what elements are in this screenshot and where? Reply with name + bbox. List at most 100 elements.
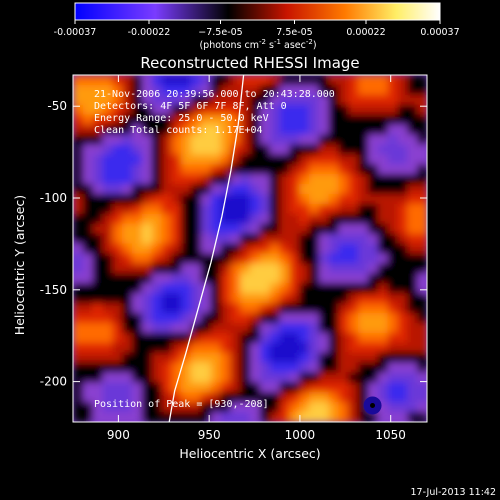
heatmap-cell bbox=[191, 75, 202, 86]
heatmap-cell bbox=[348, 342, 359, 354]
heatmap-cell bbox=[318, 203, 330, 215]
heatmap-cell bbox=[141, 382, 153, 393]
heatmap-cell bbox=[122, 322, 133, 334]
heatmap-cell bbox=[230, 164, 241, 175]
heatmap-cell bbox=[200, 193, 212, 205]
heatmap-cell bbox=[279, 342, 290, 354]
heatmap-cell bbox=[210, 372, 222, 383]
heatmap-cell bbox=[230, 273, 241, 284]
heatmap-cell bbox=[82, 154, 94, 165]
heatmap-cell bbox=[73, 273, 84, 284]
heatmap-cell bbox=[141, 243, 153, 255]
heatmap-cell bbox=[151, 402, 163, 413]
heatmap-cell bbox=[299, 263, 310, 274]
heatmap-cell bbox=[102, 184, 113, 195]
heatmap-cell bbox=[82, 184, 94, 195]
heatmap-cell bbox=[112, 362, 123, 374]
heatmap-cell bbox=[348, 124, 359, 136]
heatmap-cell bbox=[210, 184, 222, 195]
heatmap-cell bbox=[328, 273, 340, 284]
heatmap-cell bbox=[210, 134, 222, 145]
heatmap-cell bbox=[82, 114, 94, 126]
heatmap-cell bbox=[338, 332, 349, 344]
heatmap-cell bbox=[82, 312, 94, 324]
heatmap-cell bbox=[348, 362, 359, 374]
heatmap-cell bbox=[161, 312, 172, 324]
heatmap-cell bbox=[151, 362, 163, 374]
heatmap-cell bbox=[407, 114, 418, 126]
heatmap-cell bbox=[377, 144, 389, 155]
heatmap-cell bbox=[181, 104, 192, 116]
heatmap-cell bbox=[259, 203, 271, 215]
heatmap-cell bbox=[279, 273, 290, 284]
heatmap-cell bbox=[171, 283, 182, 294]
heatmap-cell bbox=[112, 84, 123, 96]
heatmap-cell bbox=[250, 233, 261, 245]
heatmap-cell bbox=[161, 283, 172, 294]
heatmap-cell bbox=[92, 114, 104, 126]
heatmap-cell bbox=[220, 114, 231, 126]
heatmap-cell bbox=[397, 213, 408, 225]
heatmap-cell bbox=[328, 223, 340, 235]
heatmap-cell bbox=[210, 94, 222, 106]
heatmap-cell bbox=[92, 372, 104, 383]
heatmap-cell bbox=[73, 193, 84, 205]
heatmap-cell bbox=[377, 253, 389, 264]
heatmap-cell bbox=[112, 402, 123, 413]
heatmap-cell bbox=[417, 303, 427, 314]
heatmap-cell bbox=[250, 134, 261, 145]
heatmap-cell bbox=[279, 382, 290, 393]
heatmap-cell bbox=[102, 263, 113, 274]
heatmap-cell bbox=[112, 322, 123, 334]
heatmap-cell bbox=[377, 243, 389, 255]
heatmap-cell bbox=[328, 114, 340, 126]
heatmap-cell bbox=[387, 402, 399, 413]
heatmap-cell bbox=[377, 184, 389, 195]
heatmap-cell bbox=[250, 273, 261, 284]
heatmap-cell bbox=[151, 94, 163, 106]
heatmap-cell bbox=[368, 243, 379, 255]
heatmap-cell bbox=[417, 342, 427, 354]
heatmap-cell bbox=[161, 233, 172, 245]
heatmap-cell bbox=[289, 352, 300, 364]
heatmap-cell bbox=[269, 164, 281, 175]
heatmap-cell bbox=[82, 332, 94, 344]
x-tick-label: 950 bbox=[198, 428, 221, 442]
heatmap-cell bbox=[151, 174, 163, 185]
heatmap-cell bbox=[338, 283, 349, 294]
heatmap-cell bbox=[328, 402, 340, 413]
heatmap-cell bbox=[338, 253, 349, 264]
heatmap-cell bbox=[102, 332, 113, 344]
heatmap-cell bbox=[299, 293, 310, 304]
heatmap-cell bbox=[417, 243, 427, 255]
heatmap-cell bbox=[82, 392, 94, 403]
heatmap-cell bbox=[328, 392, 340, 403]
heatmap-cell bbox=[338, 402, 349, 413]
heatmap-cell bbox=[299, 412, 310, 422]
heatmap-cell bbox=[269, 352, 281, 364]
heatmap-cell bbox=[132, 184, 143, 195]
heatmap-cell bbox=[387, 392, 399, 403]
heatmap-cell bbox=[250, 114, 261, 126]
heatmap-cell bbox=[289, 402, 300, 413]
heatmap-cell bbox=[407, 213, 418, 225]
heatmap-cell bbox=[220, 293, 231, 304]
heatmap-cell bbox=[141, 322, 153, 334]
heatmap-cell bbox=[181, 392, 192, 403]
heatmap-cell bbox=[73, 263, 84, 274]
heatmap-cell bbox=[318, 322, 330, 334]
heatmap-cell bbox=[309, 253, 320, 264]
heatmap-cell bbox=[73, 322, 84, 334]
heatmap-cell bbox=[161, 213, 172, 225]
heatmap-cell bbox=[299, 352, 310, 364]
heatmap-cell bbox=[230, 402, 241, 413]
heatmap-cell bbox=[387, 124, 399, 136]
heatmap-cell bbox=[230, 193, 241, 205]
heatmap-cell bbox=[397, 412, 408, 422]
heatmap-cell bbox=[240, 144, 251, 155]
heatmap-cell bbox=[181, 342, 192, 354]
heatmap-cell bbox=[132, 283, 143, 294]
heatmap-cell bbox=[171, 144, 182, 155]
heatmap-cell bbox=[141, 283, 153, 294]
